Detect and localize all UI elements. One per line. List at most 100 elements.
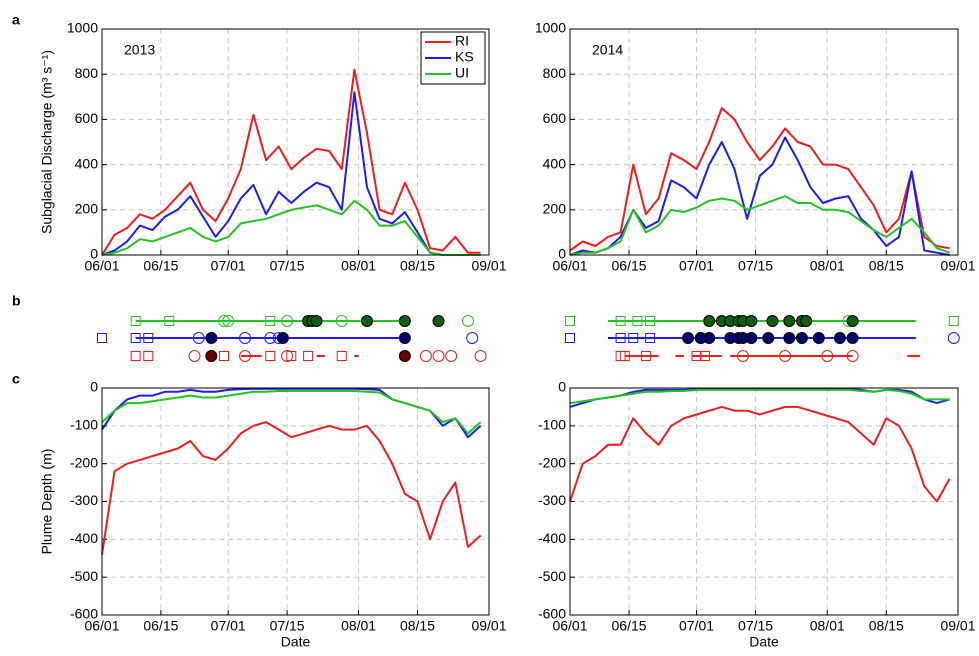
filled-circle bbox=[682, 332, 695, 344]
x-tick-label: 07/01 bbox=[679, 618, 714, 634]
panel-label: a bbox=[12, 12, 20, 28]
x-tick-label: 06/15 bbox=[612, 258, 647, 274]
open-square bbox=[640, 351, 651, 361]
filled-circle bbox=[205, 350, 218, 362]
filled-circle bbox=[795, 332, 808, 344]
y-tick-label: -400 bbox=[70, 530, 98, 546]
open-circle bbox=[192, 332, 205, 344]
open-circle bbox=[474, 350, 487, 362]
x-tick-label: 06/01 bbox=[552, 258, 587, 274]
filled-circle bbox=[398, 315, 411, 327]
y-tick-label: 200 bbox=[75, 201, 99, 217]
open-circle bbox=[461, 315, 474, 327]
y-tick-label: -200 bbox=[70, 454, 98, 470]
open-square bbox=[948, 316, 959, 326]
open-circle bbox=[736, 350, 749, 362]
open-square bbox=[218, 351, 229, 361]
data-line bbox=[101, 387, 482, 439]
plot-frame bbox=[569, 28, 959, 256]
filled-circle bbox=[812, 332, 825, 344]
open-circle bbox=[281, 350, 294, 362]
y-tick-label: -500 bbox=[538, 568, 566, 584]
y-tick-label: -100 bbox=[70, 417, 98, 433]
y-tick-label: -500 bbox=[70, 568, 98, 584]
x-tick-label: 06/15 bbox=[143, 618, 178, 634]
x-tick-label: 06/15 bbox=[612, 618, 647, 634]
open-square bbox=[143, 333, 154, 343]
open-circle bbox=[264, 332, 277, 344]
open-circle bbox=[445, 350, 458, 362]
plot-frame bbox=[101, 387, 490, 616]
open-square bbox=[336, 351, 347, 361]
filled-circle bbox=[398, 350, 411, 362]
x-tick-label: 06/01 bbox=[84, 618, 119, 634]
x-tick-label: 06/01 bbox=[84, 258, 119, 274]
y-tick-label: 0 bbox=[558, 246, 566, 262]
y-tick-label: 800 bbox=[543, 65, 567, 81]
x-tick-label: 06/15 bbox=[143, 258, 178, 274]
x-tick-label: 08/01 bbox=[810, 618, 845, 634]
open-square bbox=[143, 351, 154, 361]
open-square bbox=[699, 351, 710, 361]
open-square bbox=[130, 333, 141, 343]
y-tick-label: -600 bbox=[538, 606, 566, 622]
data-line bbox=[569, 405, 951, 503]
filled-circle bbox=[205, 332, 218, 344]
filled-circle bbox=[361, 315, 374, 327]
open-circle bbox=[466, 332, 479, 344]
y-tick-label: -400 bbox=[538, 530, 566, 546]
x-tick-label: 08/01 bbox=[341, 258, 376, 274]
x-tick-label: 07/15 bbox=[270, 618, 305, 634]
open-square bbox=[164, 316, 175, 326]
filled-circle bbox=[800, 315, 813, 327]
filled-circle bbox=[745, 332, 758, 344]
open-circle bbox=[188, 350, 201, 362]
open-square bbox=[565, 333, 575, 343]
legend-label: RI bbox=[455, 33, 469, 49]
y-axis-label: Subglacial Discharge (m³ s⁻¹) bbox=[39, 50, 55, 234]
y-tick-label: 400 bbox=[75, 155, 99, 171]
filled-circle bbox=[766, 315, 779, 327]
filled-circle bbox=[703, 315, 716, 327]
y-tick-label: 200 bbox=[543, 201, 567, 217]
y-tick-label: 1000 bbox=[535, 20, 566, 36]
y-tick-label: 0 bbox=[558, 379, 566, 395]
open-circle bbox=[239, 332, 252, 344]
filled-circle bbox=[276, 332, 289, 344]
x-tick-label: 08/01 bbox=[341, 618, 376, 634]
data-line bbox=[569, 387, 950, 408]
open-circle bbox=[239, 350, 252, 362]
open-circle bbox=[947, 332, 960, 344]
x-tick-label: 08/15 bbox=[869, 258, 904, 274]
filled-circle bbox=[833, 332, 846, 344]
filled-circle bbox=[846, 332, 859, 344]
legend-label: KS bbox=[455, 49, 474, 65]
open-square bbox=[645, 333, 656, 343]
open-square bbox=[632, 316, 643, 326]
x-tick-label: 07/01 bbox=[679, 258, 714, 274]
open-square bbox=[565, 316, 575, 326]
panel-label: b bbox=[12, 293, 21, 309]
y-tick-label: -200 bbox=[538, 454, 566, 470]
y-tick-label: -300 bbox=[538, 492, 566, 508]
y-axis-label: Plume Depth (m) bbox=[39, 449, 55, 555]
x-axis-label: Date bbox=[749, 634, 779, 650]
data-line bbox=[569, 195, 950, 256]
filled-circle bbox=[745, 315, 758, 327]
panel-label: c bbox=[12, 371, 20, 387]
open-square bbox=[619, 351, 630, 361]
filled-circle bbox=[703, 332, 716, 344]
year-annotation: 2014 bbox=[592, 42, 623, 58]
data-line bbox=[101, 199, 481, 256]
open-circle bbox=[419, 350, 432, 362]
open-square bbox=[97, 333, 107, 343]
y-tick-label: -600 bbox=[70, 606, 98, 622]
plot-frame bbox=[569, 387, 959, 616]
y-tick-label: -300 bbox=[70, 492, 98, 508]
y-tick-label: 800 bbox=[75, 65, 99, 81]
y-tick-label: 600 bbox=[543, 110, 567, 126]
y-tick-label: 600 bbox=[75, 110, 99, 126]
open-circle bbox=[779, 350, 792, 362]
y-tick-label: 0 bbox=[90, 379, 98, 395]
